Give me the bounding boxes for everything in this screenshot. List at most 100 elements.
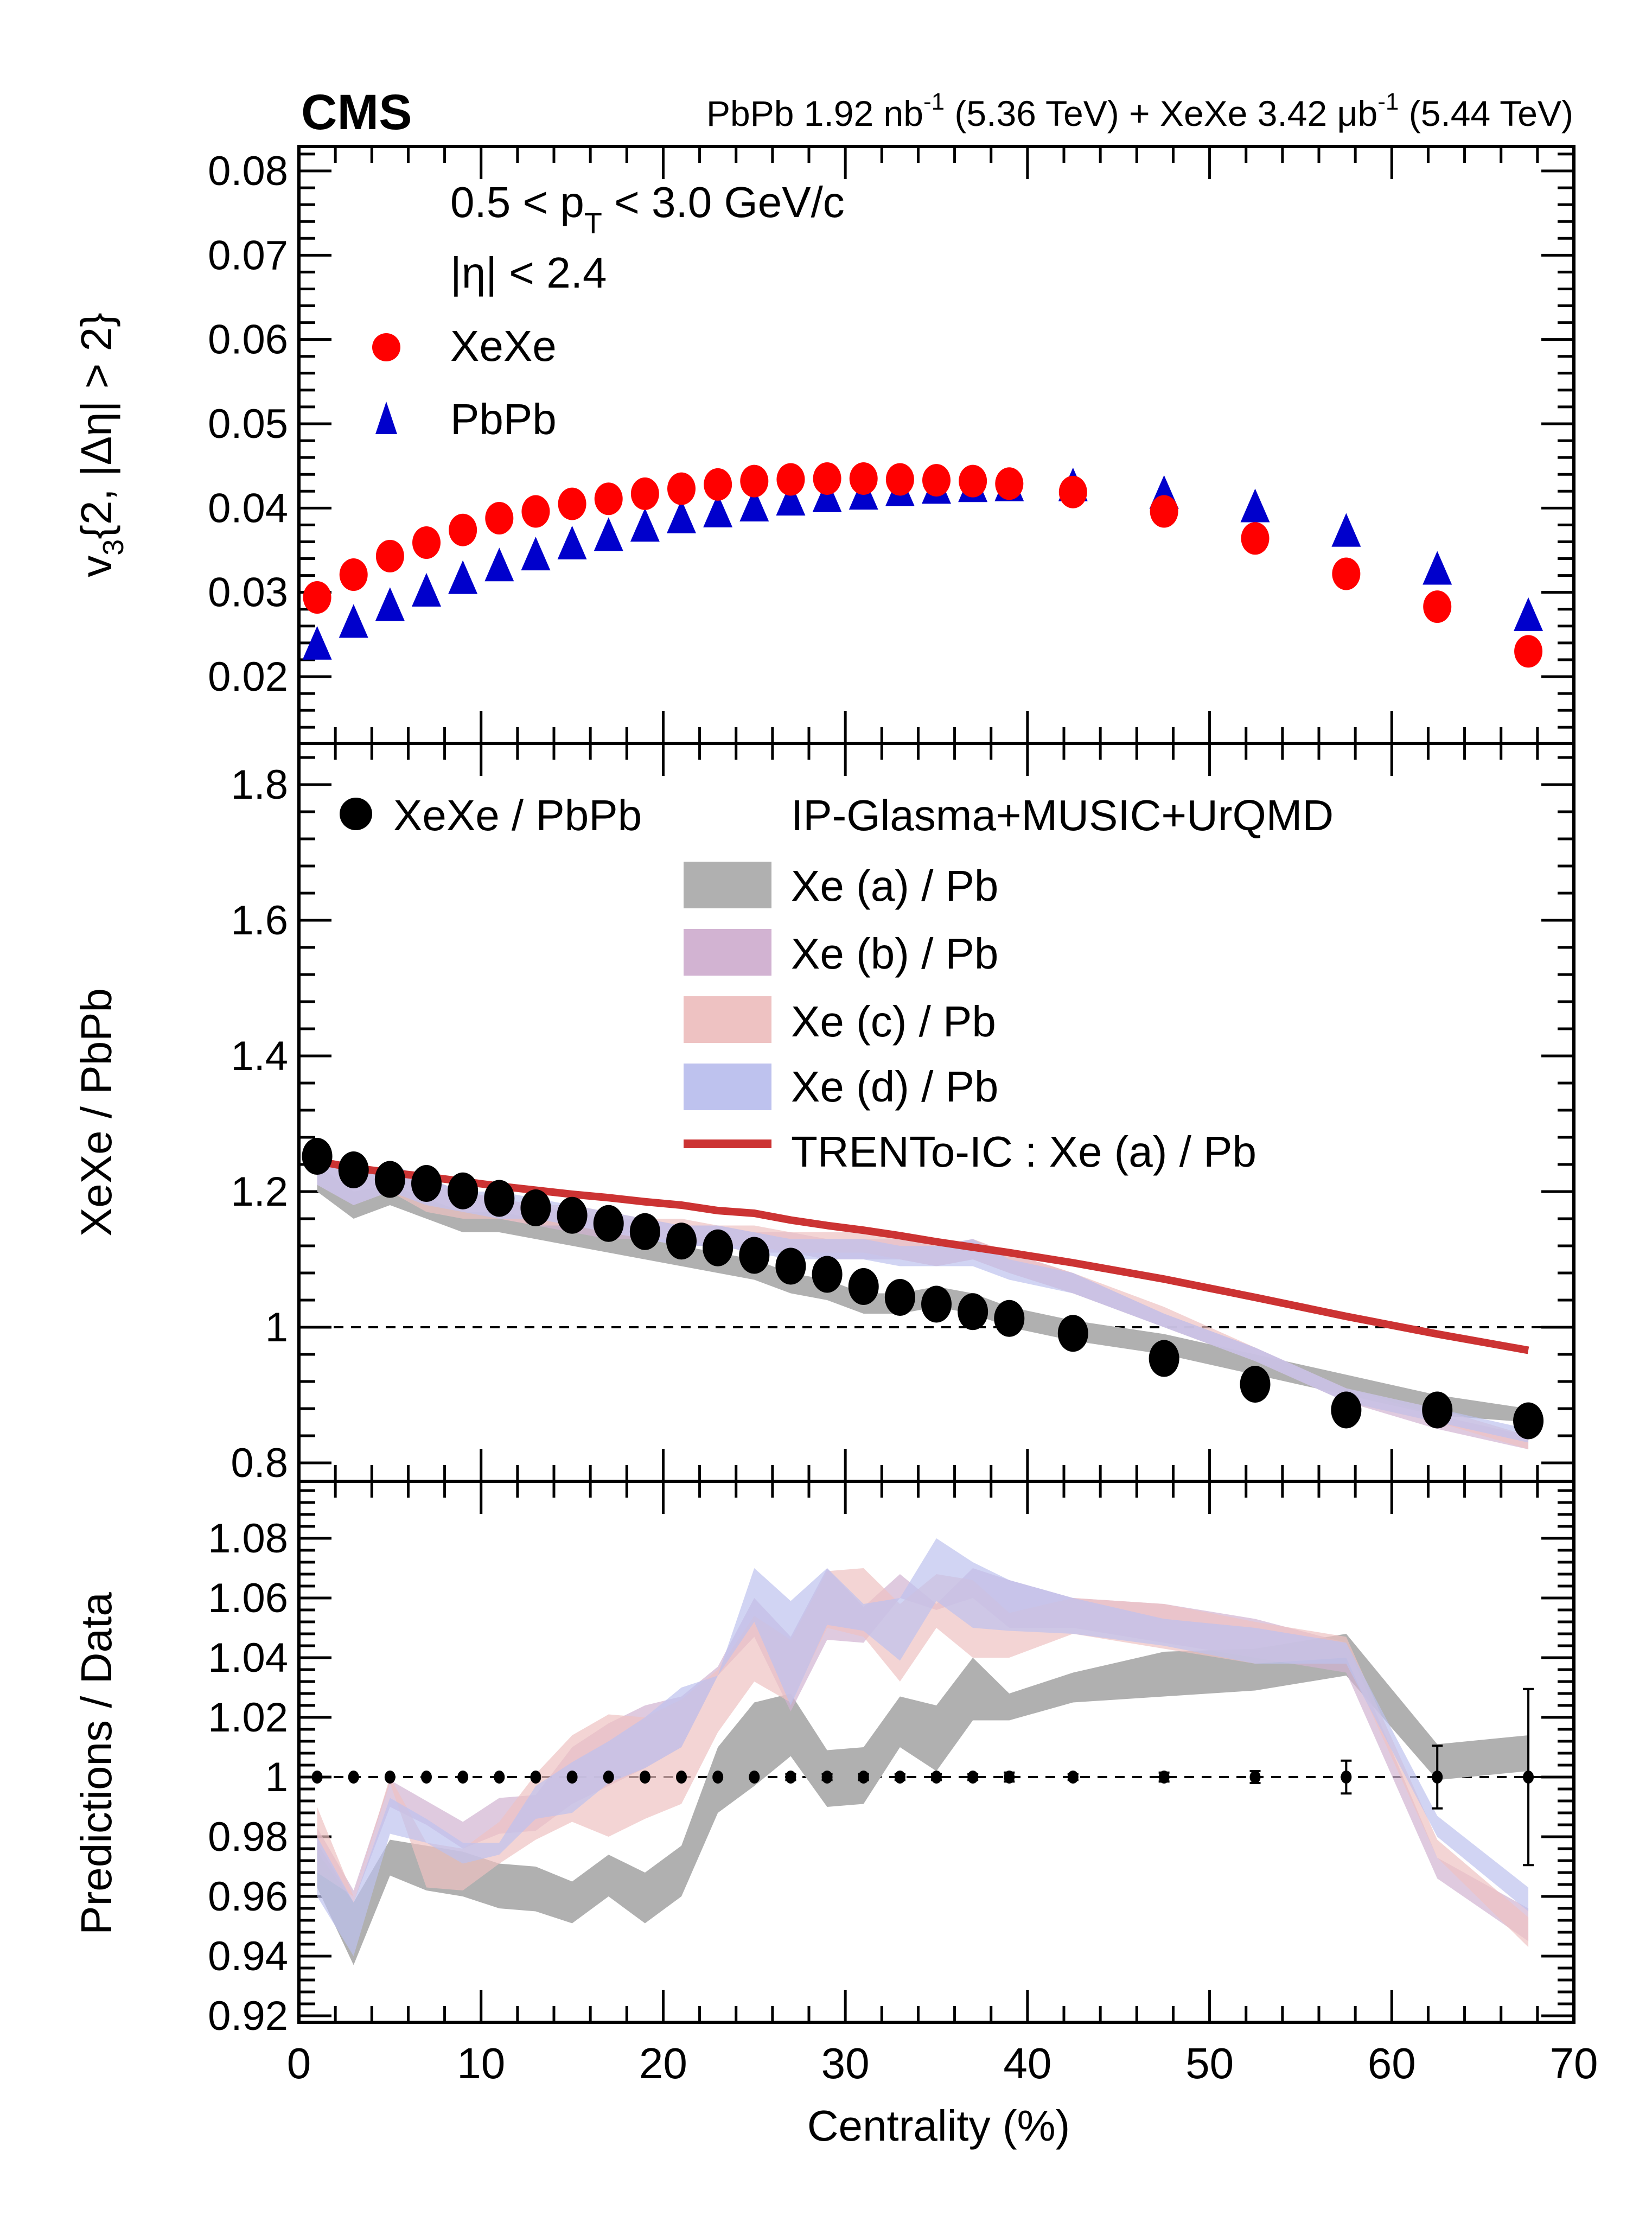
pbpb-point	[703, 493, 733, 527]
ratio-point	[921, 1285, 952, 1323]
ratio-point	[557, 1196, 588, 1234]
legend-swatch-xe-b	[684, 929, 771, 976]
pbpb-point	[776, 482, 806, 516]
data-point	[1004, 1771, 1015, 1784]
pbpb-point	[739, 487, 769, 521]
data-point	[530, 1771, 541, 1784]
ratio-point	[448, 1172, 479, 1209]
panel-middle: 0.8 1 1.2 1.4 1.6 1.8	[231, 742, 1576, 1486]
pbpb-point	[484, 547, 514, 582]
xexe-point	[959, 464, 987, 498]
ratio-point	[812, 1256, 843, 1293]
legend-marker-ratio	[340, 798, 372, 830]
pbpb-point	[1423, 551, 1452, 585]
x-tick-label: 70	[1550, 2039, 1598, 2087]
legend-label-ratio: XeXe / PbPb	[393, 791, 642, 839]
ratio-point	[703, 1229, 733, 1266]
ratio-point	[1057, 1315, 1088, 1352]
y-axis-title-middle: XeXe / PbPb	[72, 988, 120, 1237]
xexe-point	[558, 487, 586, 520]
data-point	[1523, 1771, 1534, 1784]
xexe-point	[1058, 475, 1087, 508]
y-tick-label: 0.04	[208, 485, 288, 531]
y-tick-label: 0.02	[208, 654, 288, 700]
data-point	[457, 1771, 469, 1784]
legend-swatch-trento	[684, 1139, 771, 1148]
data-point	[931, 1771, 942, 1784]
pbpb-point	[521, 537, 551, 571]
y-tick-label: 1.06	[208, 1575, 288, 1621]
y-tick-label: 0.96	[208, 1874, 288, 1920]
legend-swatch-xe-d	[684, 1064, 771, 1110]
xexe-point	[412, 526, 441, 559]
x-tick-label: 20	[639, 2039, 687, 2087]
xexe-point	[594, 482, 623, 515]
ratio-point	[484, 1180, 515, 1217]
panel-bottom: 0.92 0.94 0.96 0.98 1 1.02 1.04 1.06 1.08 0 10 20 30…	[208, 1480, 1598, 2087]
pbpb-point	[412, 572, 441, 607]
band-xe-d	[317, 1538, 1529, 1956]
data-point	[1249, 1771, 1261, 1784]
data-point	[566, 1771, 578, 1784]
cms-label: CMS	[301, 85, 412, 140]
y-tick-label: 0.08	[208, 148, 288, 194]
legend-label-xe-a: Xe (a) / Pb	[791, 862, 998, 910]
y-tick-label: 1.02	[208, 1695, 288, 1741]
y-tick-label: 1.08	[208, 1516, 288, 1562]
ratio-point	[994, 1300, 1025, 1337]
pbpb-point	[594, 517, 623, 551]
ratio-point	[739, 1237, 770, 1274]
xexe-point	[1150, 495, 1178, 528]
xexe-point	[630, 477, 659, 510]
y-tick-label: 1.04	[208, 1635, 288, 1681]
xexe-point	[740, 464, 769, 498]
ratio-point	[958, 1293, 988, 1330]
y-tick-label: 1.8	[231, 762, 288, 808]
xexe-point	[1423, 590, 1452, 623]
ratio-point	[629, 1213, 660, 1250]
ratio-point	[1331, 1391, 1362, 1429]
plot-frame-middle	[297, 742, 1576, 1483]
pbpb-point	[1514, 597, 1543, 631]
y-tick-label: 1	[265, 1754, 288, 1800]
data-point	[894, 1771, 905, 1784]
x-tick-label: 0	[287, 2039, 311, 2087]
band-xe-a	[317, 1164, 1529, 1422]
data-point	[1432, 1771, 1443, 1784]
ratio-point	[1149, 1340, 1179, 1377]
ratio-point	[374, 1161, 405, 1198]
data-point	[603, 1771, 614, 1784]
xexe-point	[375, 539, 404, 572]
data-point	[785, 1771, 796, 1784]
pbpb-point	[667, 499, 696, 533]
pbpb-point	[812, 478, 842, 512]
x-tick-label: 40	[1003, 2039, 1051, 2087]
pbpb-point	[448, 560, 478, 594]
pbpb-point	[1331, 513, 1361, 547]
ratio-point	[338, 1151, 369, 1188]
xexe-point	[704, 468, 732, 501]
ratio-point	[775, 1247, 806, 1285]
band-xe-c	[317, 1568, 1529, 1947]
pbpb-point	[630, 508, 660, 542]
y-tick-label: 0.07	[208, 232, 288, 278]
plot-frame-top	[297, 145, 1576, 745]
legend-title-model: IP-Glasma+MUSIC+UrQMD	[791, 791, 1334, 839]
ratio-point	[1240, 1366, 1271, 1403]
xexe-point	[303, 581, 331, 614]
ratio-point	[848, 1268, 879, 1305]
xexe-point	[1241, 522, 1270, 555]
ratio-point	[593, 1205, 624, 1242]
y-axis-title-top: v3{2, |Δη| > 2}	[72, 313, 130, 577]
ratio-point	[1422, 1391, 1453, 1429]
y-tick-label: 0.94	[208, 1933, 288, 1979]
y-tick-label: 0.03	[208, 570, 288, 616]
data-point	[384, 1771, 396, 1784]
pbpb-point	[557, 525, 587, 559]
legend-marker-pbpb	[375, 402, 397, 434]
x-tick-label: 10	[457, 2039, 505, 2087]
data-point	[348, 1771, 359, 1784]
pbpb-point	[375, 587, 405, 621]
xexe-point	[485, 501, 514, 534]
pbpb-point	[339, 604, 368, 638]
